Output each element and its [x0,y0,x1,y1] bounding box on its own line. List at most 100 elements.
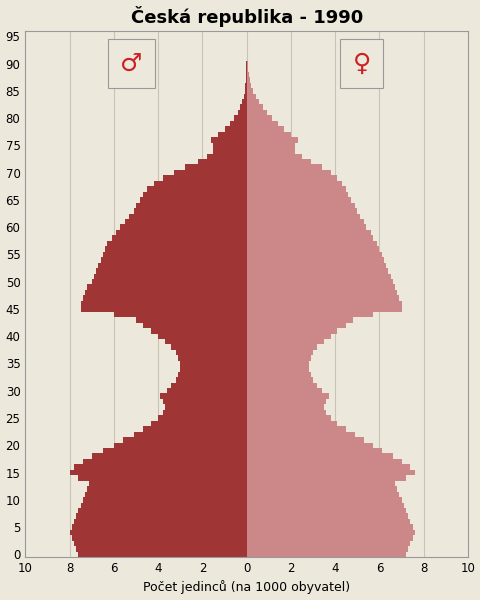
Bar [246,197,350,203]
Bar [246,132,290,137]
Bar [74,519,246,524]
Bar [81,306,246,311]
Bar [246,383,317,388]
Bar [246,246,379,252]
Bar [246,503,403,508]
Bar [151,421,246,426]
Bar [246,475,405,481]
Bar [176,377,246,383]
Bar [246,143,295,148]
Bar [246,115,272,121]
Bar [246,497,401,503]
Bar [243,94,246,99]
Bar [72,524,246,530]
Bar [246,394,328,399]
Bar [246,317,352,323]
Bar [246,159,310,164]
Bar [96,268,246,274]
Bar [246,355,310,361]
Bar [87,486,246,491]
Bar [246,235,372,241]
Bar [211,137,246,143]
Bar [246,431,354,437]
Bar [246,224,365,230]
Bar [213,148,246,154]
Bar [125,219,246,224]
Bar [162,399,246,404]
Bar [246,230,370,235]
Bar [171,383,246,388]
Bar [180,366,246,371]
Bar [92,454,246,459]
Bar [246,127,284,132]
Bar [240,104,246,110]
Bar [246,486,396,491]
Bar [158,334,246,339]
Bar [246,214,359,219]
Bar [229,121,246,127]
Bar [246,421,336,426]
Bar [246,551,405,557]
Bar [246,208,357,214]
Bar [246,274,390,279]
Bar [246,448,381,454]
Bar [89,481,246,486]
Bar [246,170,330,175]
Bar [246,524,412,530]
Bar [246,361,308,366]
Bar [111,235,246,241]
Bar [83,497,246,503]
Title: Česká republika - 1990: Česká republika - 1990 [130,5,362,26]
Bar [81,301,246,306]
Bar [246,443,372,448]
Bar [76,514,246,519]
Bar [246,55,247,61]
Bar [246,459,401,464]
Bar [136,203,246,208]
Bar [133,208,246,214]
Bar [184,164,246,170]
Bar [246,279,392,284]
Bar [171,344,246,350]
Bar [246,252,381,257]
Bar [246,339,324,344]
Bar [94,274,246,279]
Bar [246,541,409,546]
Bar [246,437,363,443]
Bar [246,67,248,72]
Bar [246,61,247,67]
Bar [246,104,262,110]
Bar [246,154,301,159]
Bar [246,399,325,404]
Bar [246,181,341,186]
Bar [103,252,246,257]
Bar [246,454,392,459]
Bar [165,404,246,410]
Bar [246,175,336,181]
Bar [165,339,246,344]
Bar [246,268,387,274]
Bar [87,284,246,290]
Bar [167,388,246,394]
Bar [246,323,346,328]
Bar [198,159,246,164]
Bar [242,99,246,104]
Bar [136,317,246,323]
Bar [100,257,246,263]
Bar [246,83,251,88]
Bar [246,404,324,410]
Bar [105,246,246,252]
Bar [246,72,248,77]
Bar [151,328,246,334]
Bar [246,192,348,197]
Bar [246,491,398,497]
Bar [246,186,346,192]
Bar [246,426,346,431]
Bar [246,377,312,383]
Bar [162,175,246,181]
Bar [107,241,246,246]
Bar [81,503,246,508]
Bar [120,224,246,230]
Bar [246,219,363,224]
Bar [246,366,308,371]
